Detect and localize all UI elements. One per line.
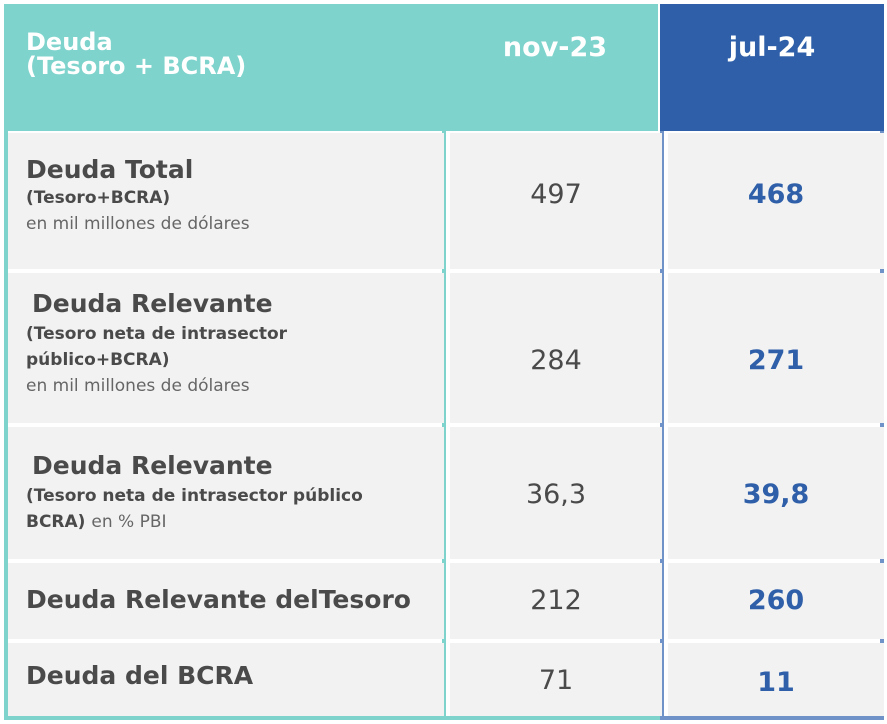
row-unit-note: en % PBI	[91, 512, 167, 532]
row-subtitle-line1: (Tesoro neta de intrasector público	[26, 486, 363, 506]
row-unit-note: en mil millones de dólares	[26, 376, 250, 396]
left-border	[4, 131, 8, 720]
table-row: Deuda Relevante (Tesoro neta de intrasec…	[4, 273, 884, 423]
row-detail: (Tesoro neta de intrasector público+BCRA…	[26, 321, 287, 399]
row-unit-note: en mil millones de dólares	[26, 214, 250, 234]
row-label: Deuda Relevante delTesoro	[26, 585, 411, 615]
row-detail: (Tesoro neta de intrasector público BCRA…	[26, 483, 363, 535]
row-title: Deuda Relevante	[32, 451, 273, 480]
row-title: Deuda Relevante	[32, 289, 273, 318]
value-jul24: 271	[747, 345, 805, 376]
row-label: Deuda del BCRA	[26, 661, 253, 691]
column-header-jul24: jul-24	[728, 32, 816, 63]
row-title: Deuda Relevante delTesoro	[26, 585, 411, 614]
row-subtitle-line2-with-note: BCRA) en % PBI	[26, 509, 363, 535]
jul24-left-border	[660, 131, 664, 720]
row-label: Deuda Total (Tesoro+BCRA) en mil millone…	[26, 155, 250, 237]
table-row: Deuda Total (Tesoro+BCRA) en mil millone…	[4, 133, 884, 269]
column-separator-1	[442, 131, 446, 720]
value-jul24: 11	[757, 667, 795, 698]
row-subtitle-line1: (Tesoro neta de intrasector	[26, 324, 288, 344]
table-title-line1: Deuda	[26, 28, 113, 56]
row-label: Deuda Relevante	[32, 451, 273, 481]
value-jul24: 260	[747, 585, 805, 616]
row-title: Deuda del BCRA	[26, 661, 254, 690]
header-jul24-background	[660, 4, 884, 131]
value-nov23: 497	[530, 179, 582, 210]
jul24-bottom-border	[660, 716, 884, 720]
table-row: Deuda Relevante delTesoro 212 260	[4, 563, 884, 639]
bottom-border-teal	[4, 716, 660, 720]
column-header-nov23: nov-23	[502, 32, 608, 63]
row-title: Deuda Total	[26, 155, 194, 184]
value-nov23: 36,3	[525, 479, 587, 510]
value-nov23: 284	[530, 345, 582, 376]
table-title-line2: (Tesoro + BCRA)	[26, 52, 247, 80]
value-nov23: 71	[538, 665, 574, 696]
header-left-background	[4, 4, 658, 131]
value-jul24: 39,8	[742, 479, 810, 510]
table-row: Deuda del BCRA 71 11	[4, 643, 884, 716]
jul24-right-border	[880, 131, 884, 720]
row-subtitle-line2: público+BCRA)	[26, 350, 170, 370]
row-subtitle-line2: BCRA)	[26, 512, 86, 532]
row-label: Deuda Relevante	[32, 289, 273, 319]
table-title: Deuda (Tesoro + BCRA)	[26, 30, 246, 78]
value-nov23: 212	[530, 585, 582, 616]
value-jul24: 468	[747, 179, 805, 210]
table-row: Deuda Relevante (Tesoro neta de intrasec…	[4, 427, 884, 559]
row-subtitle: (Tesoro+BCRA)	[26, 188, 171, 208]
